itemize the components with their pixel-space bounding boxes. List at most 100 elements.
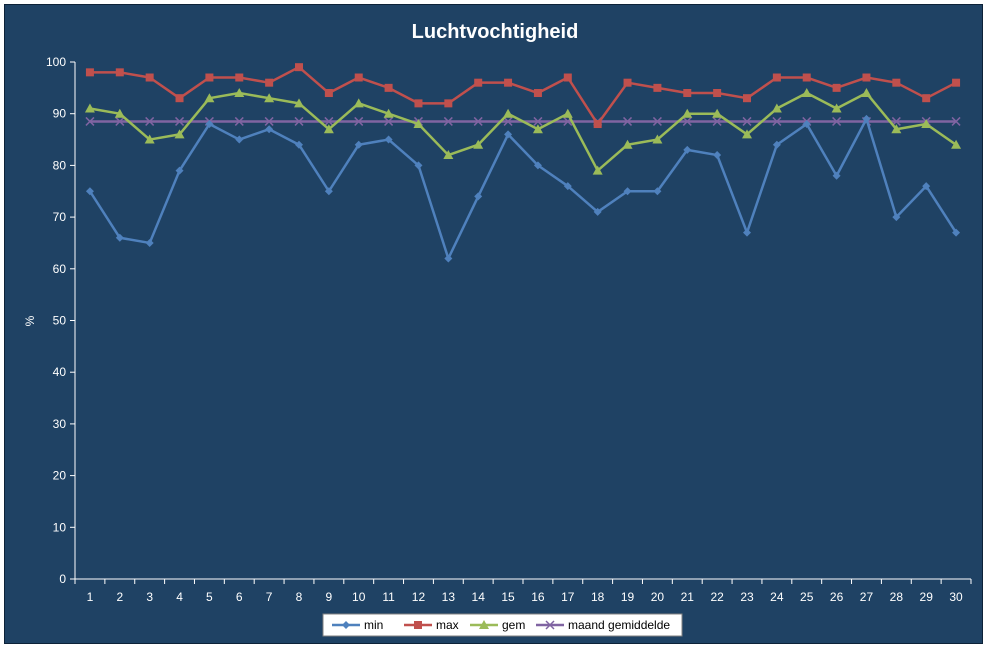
data-point-gem bbox=[831, 103, 842, 113]
x-tick-label: 10 bbox=[352, 590, 366, 604]
data-point-maand-gemiddelde bbox=[742, 116, 752, 126]
data-point-max bbox=[384, 83, 393, 92]
data-point-maand-gemiddelde bbox=[145, 116, 155, 126]
data-point-gem bbox=[682, 108, 693, 118]
data-point-max bbox=[892, 78, 901, 87]
data-point-maand-gemiddelde bbox=[832, 116, 842, 126]
data-point-maand-gemiddelde-stroke bbox=[354, 116, 364, 126]
data-point-maand-gemiddelde-stroke bbox=[85, 116, 95, 126]
data-point-maand-gemiddelde bbox=[503, 116, 513, 126]
data-point-max bbox=[772, 73, 781, 82]
data-point-maand-gemiddelde bbox=[652, 116, 662, 126]
data-point-max bbox=[683, 89, 692, 98]
data-point-min bbox=[324, 187, 333, 196]
data-point-maand-gemiddelde-stroke bbox=[115, 116, 125, 126]
data-point-min bbox=[235, 135, 244, 144]
data-point-max bbox=[832, 83, 841, 92]
data-point-min bbox=[533, 161, 542, 170]
data-point-maand-gemiddelde-stroke bbox=[145, 116, 155, 126]
data-point-min bbox=[414, 161, 423, 170]
x-tick-label: 16 bbox=[531, 590, 545, 604]
data-point-max bbox=[922, 94, 931, 103]
data-point-max bbox=[743, 94, 751, 103]
series-layer bbox=[84, 63, 962, 263]
data-point-min bbox=[444, 254, 453, 263]
data-point-maand-gemiddelde-stroke bbox=[384, 116, 394, 126]
x-tick-label: 9 bbox=[326, 590, 333, 604]
legend-label-min: min bbox=[364, 618, 383, 632]
data-point-gem bbox=[294, 98, 304, 108]
data-point-min bbox=[683, 145, 692, 154]
data-point-gem bbox=[323, 124, 334, 134]
data-point-maand-gemiddelde bbox=[324, 116, 334, 126]
y-tick-label: 60 bbox=[53, 262, 67, 276]
data-point-min bbox=[115, 233, 124, 242]
series-line-max bbox=[89, 65, 957, 126]
y-tick-label: 0 bbox=[59, 572, 66, 586]
data-point-gem bbox=[592, 165, 603, 175]
data-point-max bbox=[175, 94, 184, 103]
legend-box bbox=[322, 613, 683, 637]
x-tick-label: 18 bbox=[591, 590, 605, 604]
data-point-min bbox=[504, 130, 513, 139]
data-point-maand-gemiddelde bbox=[234, 116, 244, 126]
x-tick-label: 22 bbox=[710, 590, 724, 604]
data-point-gem bbox=[413, 119, 424, 129]
legend-marker-max bbox=[414, 621, 422, 629]
data-point-gem bbox=[234, 88, 245, 98]
data-point-gem bbox=[264, 93, 275, 103]
x-tick-label: 8 bbox=[296, 590, 303, 604]
data-point-gem bbox=[742, 129, 752, 139]
data-point-max bbox=[115, 68, 124, 77]
data-point-maand-gemiddelde-stroke bbox=[682, 116, 692, 126]
data-point-maand-gemiddelde bbox=[951, 116, 961, 126]
data-point-min bbox=[474, 192, 483, 201]
data-point-maand-gemiddelde-stroke bbox=[712, 116, 722, 126]
y-tick-label: 10 bbox=[53, 520, 67, 534]
x-tick-label: 21 bbox=[681, 590, 695, 604]
series-min bbox=[85, 114, 961, 263]
data-point-gem bbox=[532, 124, 543, 134]
data-point-min bbox=[713, 151, 722, 160]
x-tick-label: 2 bbox=[116, 590, 123, 604]
y-axis-label: % bbox=[23, 315, 37, 326]
data-point-min bbox=[265, 125, 274, 134]
data-point-gem bbox=[443, 150, 454, 160]
x-tick-label: 6 bbox=[236, 590, 243, 604]
chart-title: Luchtvochtigheid bbox=[412, 21, 579, 43]
x-tick-label: 23 bbox=[740, 590, 754, 604]
data-point-min bbox=[832, 171, 841, 180]
data-point-maand-gemiddelde bbox=[115, 116, 125, 126]
x-tick-label: 30 bbox=[949, 590, 963, 604]
data-point-maand-gemiddelde-stroke bbox=[533, 116, 543, 126]
data-point-gem bbox=[144, 134, 155, 144]
data-point-max bbox=[205, 73, 214, 82]
data-point-max bbox=[85, 68, 94, 77]
data-point-max bbox=[235, 73, 244, 82]
data-point-maand-gemiddelde bbox=[473, 116, 483, 126]
y-tick-label: 30 bbox=[53, 417, 67, 431]
data-point-max bbox=[713, 89, 722, 98]
data-point-maand-gemiddelde bbox=[682, 116, 692, 126]
legend-marker-min bbox=[342, 621, 350, 629]
series-max bbox=[85, 63, 961, 129]
data-point-min bbox=[563, 182, 572, 191]
data-point-maand-gemiddelde-stroke bbox=[623, 116, 633, 126]
x-tick-label: 5 bbox=[206, 590, 213, 604]
data-point-max bbox=[623, 78, 632, 87]
data-point-max bbox=[414, 99, 423, 108]
data-point-gem bbox=[921, 119, 932, 129]
data-point-min bbox=[862, 114, 871, 123]
data-point-min bbox=[623, 187, 632, 196]
y-tick-label: 70 bbox=[53, 210, 67, 224]
data-point-maand-gemiddelde-stroke bbox=[503, 116, 513, 126]
data-point-min bbox=[145, 238, 154, 247]
x-tick-label: 4 bbox=[176, 590, 183, 604]
data-point-gem bbox=[353, 98, 364, 108]
data-point-min bbox=[802, 120, 811, 129]
data-point-maand-gemiddelde-stroke bbox=[742, 116, 752, 126]
x-tick-label: 25 bbox=[800, 590, 814, 604]
legend: min max gem maand gemiddelde bbox=[322, 613, 683, 637]
data-point-max bbox=[504, 78, 513, 87]
legend-marker-gem bbox=[479, 620, 489, 629]
